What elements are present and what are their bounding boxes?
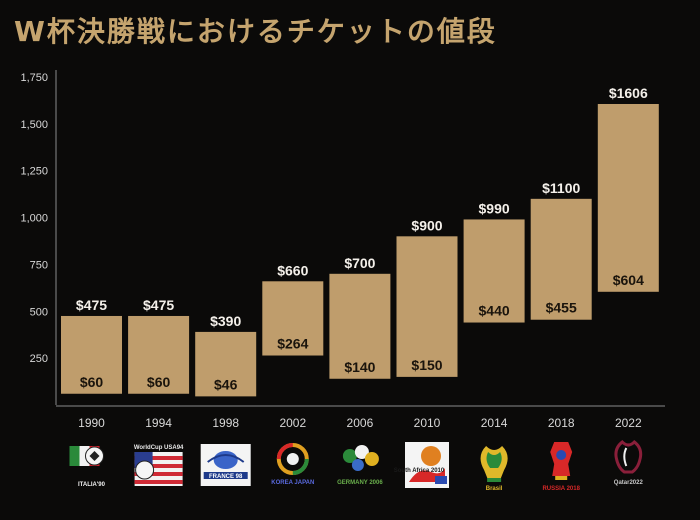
brasil-2014-logo: Brasil (480, 446, 508, 492)
price-range-bar (128, 315, 190, 394)
russia-2018-logo: RUSSIA 2018 (542, 442, 581, 492)
price-range-bar (396, 236, 458, 377)
y-tick-label: 1,750 (20, 72, 48, 84)
logo-caption: South Africa 2010 (394, 468, 445, 474)
svg-text:WorldCup USA94: WorldCup USA94 (134, 445, 184, 451)
south-africa-2010-logo: South Africa 2010 (394, 442, 449, 488)
logo-caption: Brasil (486, 486, 503, 492)
france-98-logo: FRANCE 98 (200, 444, 251, 486)
min-price-label: $150 (411, 357, 442, 373)
min-price-label: $60 (80, 374, 104, 390)
max-price-label: $475 (143, 297, 174, 313)
x-tick-label: 2006 (347, 416, 374, 430)
x-tick-label: 2010 (414, 416, 441, 430)
min-price-label: $604 (613, 272, 644, 288)
svg-text:FRANCE 98: FRANCE 98 (209, 474, 243, 480)
y-tick-label: 750 (30, 259, 48, 271)
min-price-label: $264 (277, 336, 308, 352)
y-tick-label: 1,000 (20, 213, 48, 225)
min-price-label: $455 (546, 300, 577, 316)
logo-caption: Qatar2022 (614, 480, 644, 486)
price-range-bar (530, 198, 592, 320)
price-range-bar (597, 103, 659, 292)
max-price-label: $700 (344, 255, 375, 271)
x-tick-label: 1998 (212, 416, 239, 430)
max-price-label: $1100 (542, 180, 580, 196)
x-tick-label: 2018 (548, 416, 575, 430)
max-price-label: $390 (210, 313, 241, 329)
logo-caption: RUSSIA 2018 (542, 486, 580, 492)
y-tick-label: 1,500 (20, 119, 48, 131)
x-tick-label: 1990 (78, 416, 105, 430)
price-range-bar (329, 273, 391, 379)
logo-caption: KOREA JAPAN (271, 480, 314, 486)
usa-94-logo: WorldCup USA94 (134, 445, 184, 486)
min-price-label: $140 (344, 359, 375, 375)
x-tick-label: 2002 (279, 416, 306, 430)
max-price-label: $990 (479, 200, 510, 216)
x-tick-label: 1994 (145, 416, 172, 430)
max-price-label: $660 (277, 262, 308, 278)
price-range-bar (262, 281, 324, 356)
price-range-bar (195, 331, 257, 397)
qatar-2022-logo: Qatar2022 (614, 440, 644, 486)
logo-caption: GERMANY 2006 (337, 480, 383, 486)
y-tick-label: 1,250 (20, 166, 48, 178)
korea-japan-2002-logo: KOREA JAPAN (271, 443, 314, 486)
logo-caption: ITALIA'90 (78, 482, 106, 488)
price-range-bar (463, 219, 525, 323)
y-tick-label: 250 (30, 353, 48, 365)
y-tick-label: 500 (30, 306, 48, 318)
max-price-label: $475 (76, 297, 107, 313)
price-range-bar (61, 315, 122, 394)
x-tick-label: 2014 (481, 416, 508, 430)
chart-title: W杯決勝戦におけるチケットの値段 (14, 15, 497, 48)
x-tick-label: 2022 (615, 416, 642, 430)
italia-90-logo: ITALIA'90 (69, 446, 106, 488)
max-price-label: $1606 (609, 85, 648, 101)
min-price-label: $46 (214, 376, 238, 392)
max-price-label: $900 (411, 217, 442, 233)
germany-2006-logo: GERMANY 2006 (337, 445, 383, 486)
min-price-label: $440 (479, 303, 510, 319)
min-price-label: $60 (147, 374, 171, 390)
